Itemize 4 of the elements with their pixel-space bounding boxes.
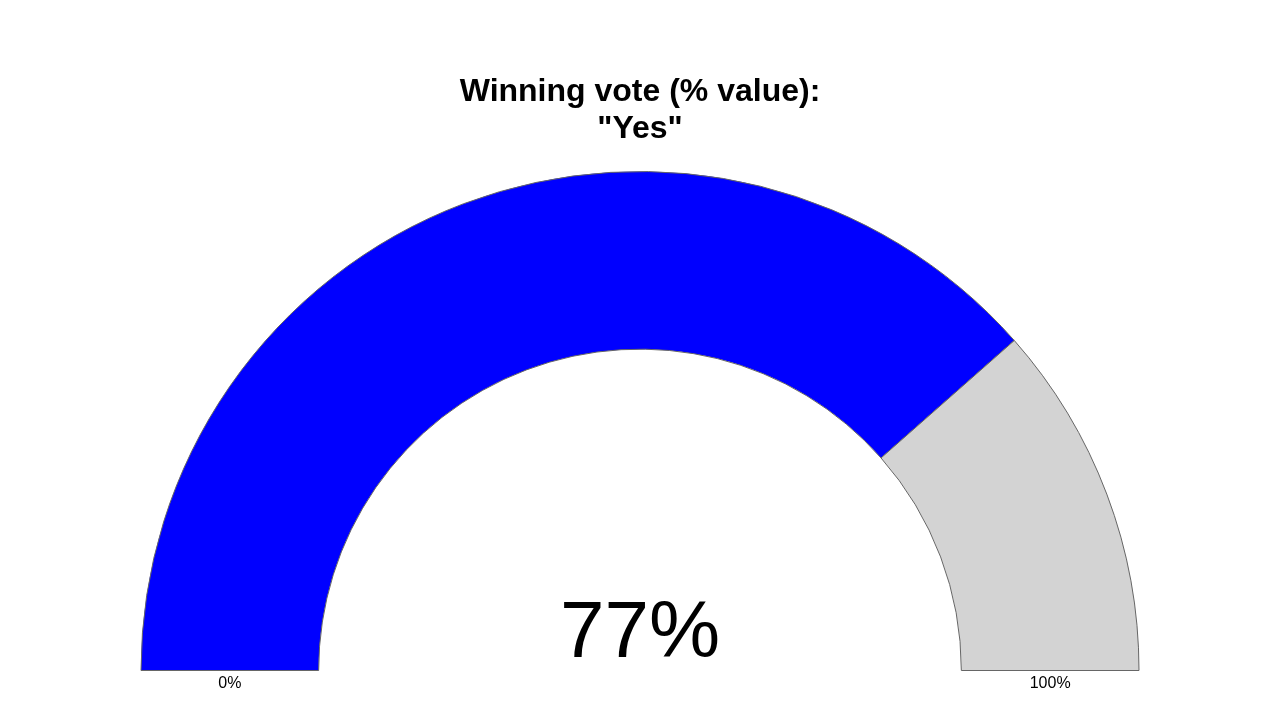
- data-label: 77%: [559, 584, 721, 674]
- text: 0%: [218, 673, 242, 691]
- text: 100%: [1029, 673, 1071, 691]
- chart-title: Winning vote (% value): "Yes": [459, 71, 821, 145]
